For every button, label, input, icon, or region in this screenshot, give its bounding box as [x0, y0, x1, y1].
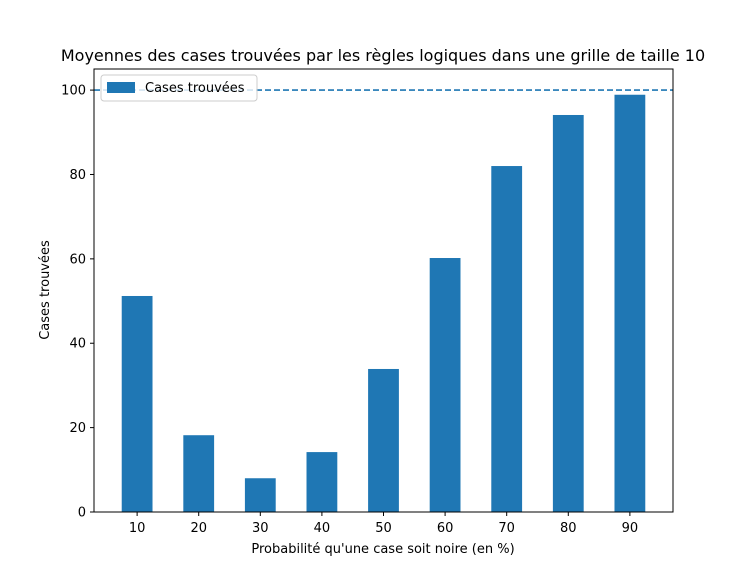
y-axis: 0 20 40 60 80 100: [61, 84, 94, 521]
chart-title: Moyennes des cases trouvées par les règl…: [61, 46, 705, 65]
bar-60: [429, 258, 461, 512]
bar-40: [306, 452, 338, 512]
bar-30: [244, 478, 276, 512]
x-axis: 10 20 30 40 50 60 70 80 90: [129, 512, 638, 536]
x-axis-label: Probabilité qu'une case soit noire (en %…: [251, 542, 514, 557]
y-tick-label-20: 20: [69, 421, 86, 436]
x-tick-label-80: 80: [560, 521, 577, 536]
x-tick-label-20: 20: [190, 521, 207, 536]
bar-90: [614, 94, 646, 512]
bar-70: [491, 166, 523, 513]
bar-10: [121, 295, 153, 512]
bars-group: [121, 94, 646, 513]
y-tick-label-100: 100: [61, 84, 86, 99]
y-tick-label-40: 40: [69, 337, 86, 352]
x-tick-label-50: 50: [375, 521, 392, 536]
legend: Cases trouvées: [100, 74, 258, 102]
y-axis-label: Cases trouvées: [38, 240, 53, 340]
bar-80: [552, 114, 584, 513]
x-tick-label-10: 10: [129, 521, 146, 536]
legend-box: [100, 74, 258, 102]
bar-50: [368, 368, 399, 512]
bar-20: [183, 435, 215, 512]
y-tick-label-60: 60: [69, 252, 86, 267]
x-tick-label-30: 30: [252, 521, 269, 536]
x-tick-label-40: 40: [314, 521, 331, 536]
y-tick-label-80: 80: [69, 168, 86, 183]
legend-label: Cases trouvées: [145, 81, 245, 96]
x-tick-label-70: 70: [498, 521, 515, 536]
legend-swatch: [107, 82, 135, 93]
x-tick-label-90: 90: [622, 521, 639, 536]
x-tick-label-60: 60: [437, 521, 454, 536]
y-tick-label-0: 0: [78, 506, 86, 521]
